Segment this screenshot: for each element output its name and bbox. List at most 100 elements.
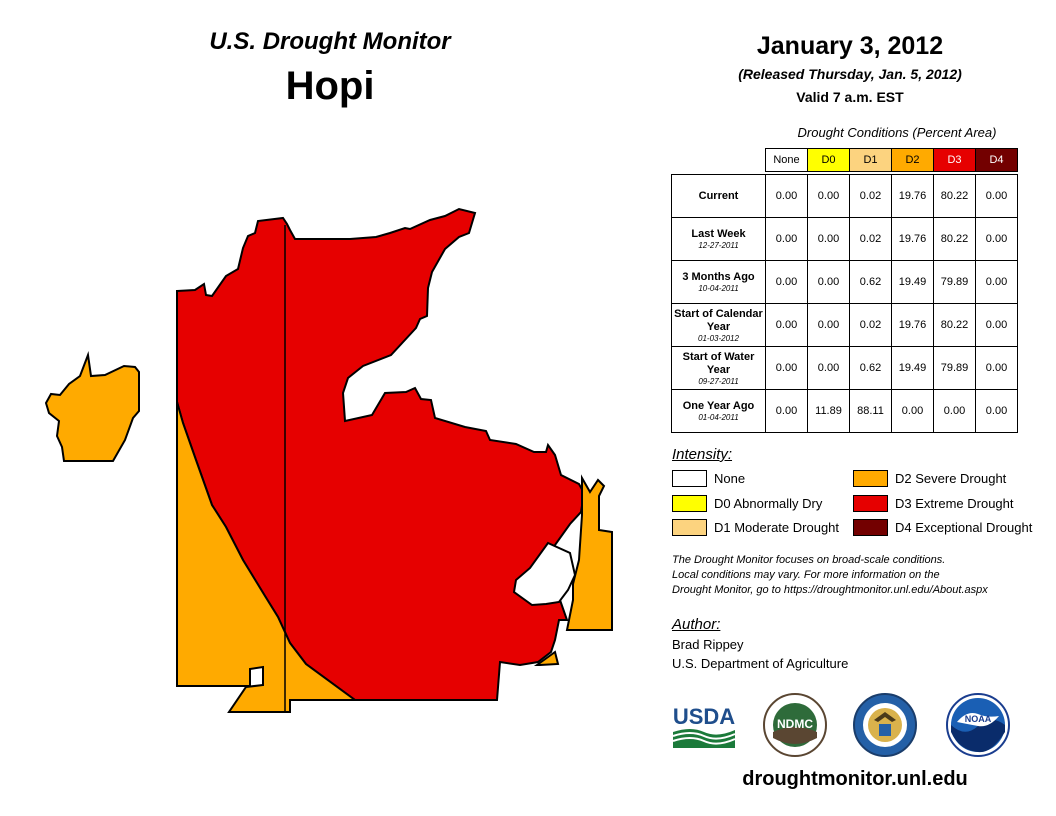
table-row: Current 0.00 0.00 0.02 19.76 80.22 0.00	[671, 174, 1018, 218]
cell-value: 0.02	[849, 174, 892, 218]
legend-label: D1 Moderate Drought	[714, 520, 840, 535]
legend-item-d2: D2 Severe Drought	[853, 470, 1006, 487]
legend-label: D3 Extreme Drought	[895, 496, 1014, 511]
svg-text:NOAA: NOAA	[965, 714, 992, 724]
cell-value: 0.00	[891, 389, 934, 433]
brand-title: U.S. Drought Monitor	[209, 28, 451, 55]
cell-value: 0.00	[765, 217, 808, 261]
cell-value: 0.00	[975, 346, 1018, 390]
row-label: Start of Calendar Year 01-03-2012	[671, 303, 766, 347]
noaa-logo: NOAA	[946, 693, 1010, 757]
cell-value: 79.89	[933, 346, 976, 390]
table-row: One Year Ago 01-04-2011 0.00 11.89 88.11 …	[671, 389, 1018, 433]
col-d1: D1	[849, 148, 892, 172]
cell-value: 0.00	[975, 260, 1018, 304]
col-d4: D4	[975, 148, 1018, 172]
legend-title: Intensity:	[672, 446, 733, 463]
map-region-d3-main	[176, 207, 586, 701]
legend-label: D4 Exceptional Drought	[895, 520, 1033, 535]
table-row: Start of Water Year 09-27-2011 0.00 0.00 …	[671, 346, 1018, 390]
cell-value: 0.00	[807, 174, 850, 218]
col-none: None	[765, 148, 808, 172]
map-hole-interior	[512, 541, 577, 607]
table-row: Last Week 12-27-2011 0.00 0.00 0.02 19.76…	[671, 217, 1018, 261]
cell-value: 0.00	[765, 174, 808, 218]
cell-value: 0.00	[975, 389, 1018, 433]
map-region-d2-notch	[533, 650, 560, 666]
cell-value: 19.49	[891, 346, 934, 390]
col-d3: D3	[933, 148, 976, 172]
cell-value: 19.49	[891, 260, 934, 304]
row-label: Last Week 12-27-2011	[671, 217, 766, 261]
disclaimer-line: Drought Monitor, go to https://droughtmo…	[672, 584, 988, 596]
cell-value: 0.00	[933, 389, 976, 433]
cell-value: 0.02	[849, 217, 892, 261]
drought-conditions-table: None D0 D1 D2 D3 D4 Current 0.00 0.00 0.…	[671, 148, 1018, 433]
legend-swatch	[672, 519, 707, 536]
legend-swatch	[853, 470, 888, 487]
cell-value: 19.76	[891, 303, 934, 347]
cell-value: 0.00	[807, 303, 850, 347]
cell-value: 0.00	[807, 260, 850, 304]
author-org: U.S. Department of Agriculture	[672, 656, 849, 671]
cell-value: 19.76	[891, 217, 934, 261]
legend-item-d3: D3 Extreme Drought	[853, 495, 1014, 512]
disclaimer-line: Local conditions may vary. For more info…	[672, 569, 940, 581]
legend-swatch	[672, 470, 707, 487]
drought-map	[44, 207, 613, 713]
ndmc-logo: NDMC	[763, 693, 827, 757]
release-date: (Released Thursday, Jan. 5, 2012)	[738, 66, 962, 82]
cell-value: 0.62	[849, 346, 892, 390]
cell-value: 0.00	[765, 260, 808, 304]
disclaimer-line: The Drought Monitor focuses on broad-sca…	[672, 554, 946, 566]
region-title: Hopi	[285, 64, 375, 108]
header-corner	[672, 149, 766, 172]
legend-swatch	[853, 495, 888, 512]
disclaimer: The Drought Monitor focuses on broad-sca…	[672, 553, 1022, 598]
cell-value: 80.22	[933, 303, 976, 347]
cell-value: 0.00	[975, 217, 1018, 261]
legend-item-d0: D0 Abnormally Dry	[672, 495, 822, 512]
cell-value: 79.89	[933, 260, 976, 304]
table-row: Start of Calendar Year 01-03-2012 0.00 0.…	[671, 303, 1018, 347]
legend-swatch	[853, 519, 888, 536]
cell-value: 0.00	[765, 389, 808, 433]
map-region-d2-west-parcel	[44, 351, 140, 462]
map-date: January 3, 2012	[756, 32, 944, 60]
svg-text:USDA: USDA	[673, 704, 735, 729]
cell-value: 0.00	[765, 303, 808, 347]
legend-item-d1: D1 Moderate Drought	[672, 519, 839, 536]
cell-value: 80.22	[933, 217, 976, 261]
legend-label: D2 Severe Drought	[895, 471, 1007, 486]
author-title: Author:	[672, 616, 721, 633]
legend-item-d4: D4 Exceptional Drought	[853, 519, 1032, 536]
commerce-seal-logo	[853, 693, 917, 757]
table-header-row: None D0 D1 D2 D3 D4	[672, 148, 1018, 172]
valid-time: Valid 7 a.m. EST	[796, 89, 904, 105]
legend-label: D0 Abnormally Dry	[714, 496, 823, 511]
table-caption: Drought Conditions (Percent Area)	[797, 125, 997, 140]
map-region-d2-southwest	[176, 401, 359, 713]
usda-logo: USDA	[672, 704, 736, 748]
legend-swatch	[672, 495, 707, 512]
cell-value: 80.22	[933, 174, 976, 218]
cell-value: 19.76	[891, 174, 934, 218]
col-d2: D2	[891, 148, 934, 172]
cell-value: 0.00	[807, 217, 850, 261]
cell-value: 0.62	[849, 260, 892, 304]
cell-value: 88.11	[849, 389, 892, 433]
map-region-d2-east	[565, 474, 613, 631]
row-label: 3 Months Ago 10-04-2011	[671, 260, 766, 304]
cell-value: 0.02	[849, 303, 892, 347]
legend-label: None	[714, 471, 746, 486]
cell-value: 0.00	[975, 174, 1018, 218]
row-label: Current	[671, 174, 766, 218]
cell-value: 0.00	[807, 346, 850, 390]
table-row: 3 Months Ago 10-04-2011 0.00 0.00 0.62 19…	[671, 260, 1018, 304]
cell-value: 0.00	[765, 346, 808, 390]
row-label: Start of Water Year 09-27-2011	[671, 346, 766, 390]
author-name: Brad Rippey	[672, 637, 744, 652]
website-link[interactable]: droughtmonitor.unl.edu	[742, 768, 968, 790]
legend-item-none: None	[672, 470, 745, 487]
svg-text:NDMC: NDMC	[777, 717, 813, 731]
